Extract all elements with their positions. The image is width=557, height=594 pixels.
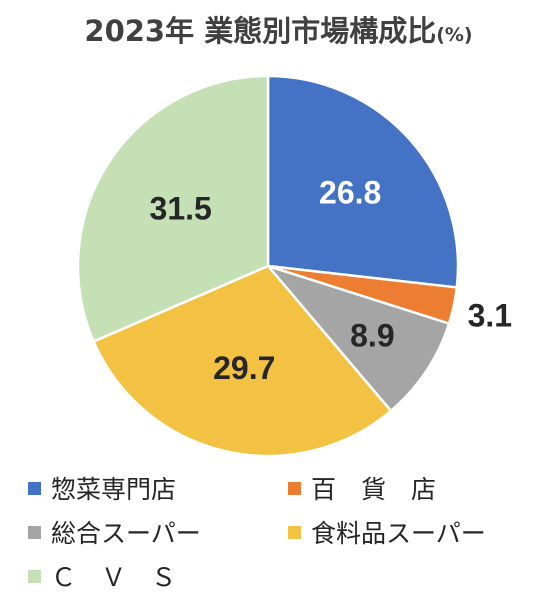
chart-title-unit: (%) bbox=[436, 24, 473, 46]
data-label-5: 31.5 bbox=[150, 191, 212, 227]
legend-swatch bbox=[28, 525, 41, 539]
legend-item-2: 百 貨 店 bbox=[288, 470, 436, 506]
data-label-1: 26.8 bbox=[319, 175, 381, 211]
legend-swatch bbox=[28, 481, 41, 495]
legend-label: 百 貨 店 bbox=[311, 475, 437, 504]
legend-label: 総合スーパー bbox=[51, 519, 201, 548]
chart-title-text: 2023年 業態別市場構成比 bbox=[84, 14, 437, 48]
legend-item-3: 総合スーパー bbox=[28, 514, 201, 550]
legend-label: 食料品スーパー bbox=[311, 519, 486, 548]
legend-swatch bbox=[288, 481, 301, 495]
chart-title: 2023年 業態別市場構成比(%) bbox=[0, 8, 557, 50]
legend-label: 惣菜専門店 bbox=[51, 475, 177, 504]
pie-slice-5 bbox=[76, 74, 270, 343]
data-label-3: 8.9 bbox=[350, 318, 394, 354]
legend-swatch bbox=[28, 569, 41, 583]
legend-item-4: 食料品スーパー bbox=[288, 514, 486, 550]
pie-slice-1 bbox=[266, 74, 460, 289]
data-label-2: 3.1 bbox=[468, 297, 512, 333]
pie-chart: 26.8 3.1 8.9 29.7 31.5 bbox=[76, 74, 512, 458]
pie-slice-3 bbox=[266, 264, 451, 413]
legend-item-1: 惣菜専門店 bbox=[28, 470, 176, 506]
legend-item-5: Ｃ Ｖ Ｓ bbox=[28, 558, 176, 594]
data-label-4: 29.7 bbox=[213, 350, 275, 386]
legend-swatch bbox=[288, 525, 301, 539]
legend-label: Ｃ Ｖ Ｓ bbox=[51, 563, 177, 592]
pie-slice-4 bbox=[92, 264, 393, 458]
